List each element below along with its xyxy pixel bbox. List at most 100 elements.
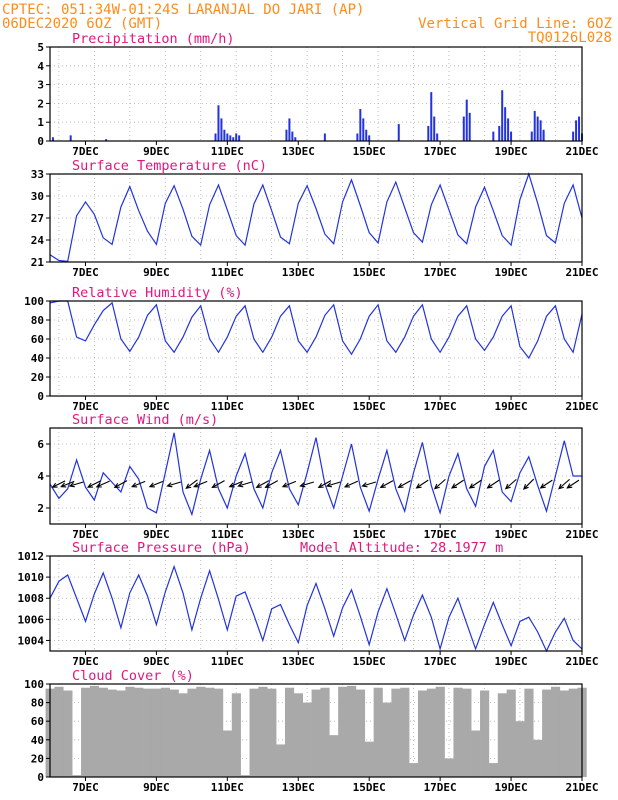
cloud-bar — [373, 687, 383, 777]
wind-vector — [51, 480, 66, 488]
precip-bar — [436, 133, 439, 141]
y-tick-label: 60 — [31, 715, 44, 728]
cloud-bar — [311, 689, 321, 777]
y-tick-label: 100 — [24, 295, 44, 308]
wind-vector — [113, 480, 128, 489]
y-tick-label: 1004 — [18, 634, 45, 647]
y-tick-label: 1012 — [18, 550, 45, 563]
y-tick-label: 5 — [37, 41, 44, 54]
wind-vector-shaft — [87, 480, 101, 488]
wind-vector-head — [486, 483, 493, 489]
y-tick-label: 33 — [31, 168, 44, 181]
wind-vector-head — [433, 483, 440, 490]
panel-wind: Surface Wind (m/s) 2 4 6 7DEC 9DEC 11DEC 13DEC 1… — [37, 412, 598, 541]
precip-bar — [498, 125, 501, 141]
wind-vector — [228, 480, 243, 488]
cloud-bar — [444, 758, 454, 777]
precip-bar — [235, 133, 238, 141]
x-tick-label: 7DEC — [72, 655, 99, 668]
cloud-bar — [550, 686, 561, 777]
x-tick-label: 15DEC — [353, 400, 386, 413]
cloud-bar — [320, 687, 330, 777]
x-tick-label: 11DEC — [211, 400, 244, 413]
wind-vector — [185, 479, 198, 489]
precip-bar — [232, 137, 235, 141]
cloud-bar — [116, 690, 126, 777]
x-tick-label: 11DEC — [211, 528, 244, 541]
cloud-bar — [488, 763, 499, 777]
wind-vector — [299, 481, 314, 488]
wind-vector — [558, 478, 570, 490]
precip-bar — [217, 105, 220, 141]
x-tick-label: 15DEC — [353, 266, 386, 279]
cloud-bar — [329, 735, 339, 777]
wind-vector-head — [522, 484, 529, 490]
precip-bar — [462, 116, 465, 141]
wind-vector-shaft — [540, 479, 553, 489]
cloud-bar — [231, 693, 241, 777]
cloud-bar — [214, 688, 224, 777]
y-tick-label: 2 — [37, 97, 44, 110]
wind-vector — [379, 480, 394, 489]
precip-bar — [530, 131, 533, 141]
precip-bar — [69, 135, 72, 141]
wind-vector-head — [255, 482, 262, 489]
y-tick-label: 80 — [31, 697, 44, 710]
y-tick-label: 4 — [37, 470, 44, 483]
wind-vector-shaft — [398, 480, 412, 488]
wind-vector — [539, 479, 553, 489]
cloud-bar — [524, 688, 534, 777]
wind-vector-shaft — [149, 480, 164, 488]
wind-vector-head — [113, 482, 120, 489]
precip-bar — [397, 124, 400, 141]
panel-frame — [49, 300, 583, 397]
wind-vector-shaft — [567, 479, 580, 489]
wind-vector-head — [299, 482, 306, 488]
x-tick-label: 21DEC — [565, 266, 598, 279]
cloud-bar — [568, 688, 578, 777]
cloud-bar — [391, 688, 401, 777]
precip-bar — [223, 129, 226, 141]
y-tick-label: 0 — [37, 771, 44, 784]
wind-vector-head — [51, 482, 58, 488]
wind-vector — [211, 480, 225, 489]
wind-vector-head — [86, 482, 94, 488]
precip-bar — [285, 129, 288, 141]
y-tick-label: 21 — [31, 256, 45, 269]
precip-bar — [465, 99, 468, 141]
wind-vector-head — [558, 483, 564, 490]
panel-precip: Precipitation (mm/h) 0 1 2 3 4 5 7DEC 9DEC 11DEC 1… — [37, 31, 598, 158]
x-tick-label: 15DEC — [353, 528, 386, 541]
precip-bar — [433, 116, 436, 141]
x-tick-label: 7DEC — [72, 781, 99, 794]
panel-frame — [49, 173, 583, 263]
cloud-bar — [63, 690, 73, 777]
x-tick-label: 9DEC — [143, 266, 170, 279]
cloud-bar — [480, 690, 490, 777]
x-tick-label: 17DEC — [424, 781, 457, 794]
cloud-bar — [196, 686, 206, 777]
cloud-bar — [435, 686, 445, 777]
wind-vector — [397, 480, 412, 489]
cloud-bar — [54, 686, 64, 777]
cloud-bar — [462, 688, 472, 777]
cloud-bar — [382, 702, 392, 777]
header-grid-line: Vertical Grid Line: 6OZ — [418, 16, 612, 32]
wind-vector-head — [185, 483, 192, 489]
wind-vector-head — [415, 483, 422, 489]
y-tick-label: 20 — [31, 371, 44, 384]
precip-bar — [507, 118, 510, 141]
wind-vector-shaft — [114, 480, 128, 488]
y-tick-label: 40 — [31, 734, 44, 747]
precip-bar — [510, 131, 513, 141]
wind-vector-head — [166, 482, 173, 488]
wind-vector-shaft — [380, 480, 394, 488]
precip-bar — [492, 131, 495, 141]
x-tick-label: 9DEC — [143, 528, 170, 541]
cloud-bar — [178, 693, 188, 777]
wind-vector-shaft — [362, 481, 377, 487]
x-tick-label: 7DEC — [72, 528, 99, 541]
wind-vector — [522, 478, 535, 490]
wind-vector-shaft — [300, 481, 314, 487]
